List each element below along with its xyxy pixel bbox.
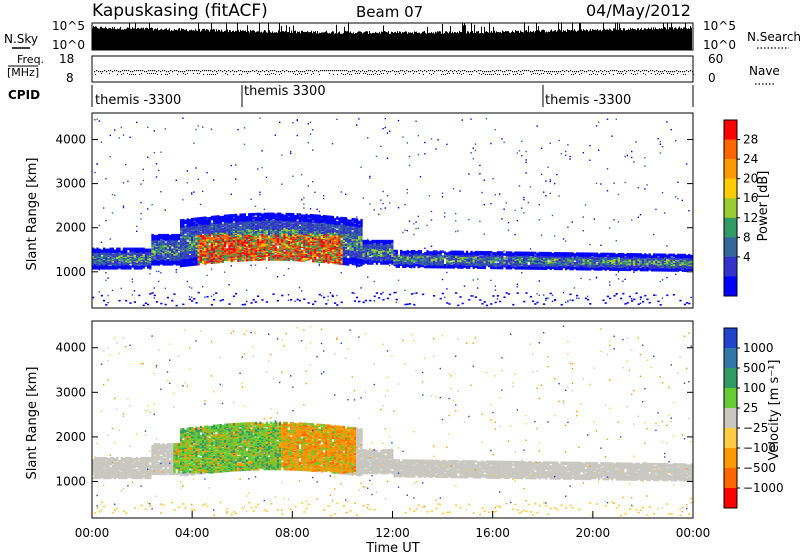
power-colorbar-tick-5: 8 [743, 230, 751, 244]
xtick-label-3: 12:00 [375, 526, 410, 540]
power-colorbar: 28 24 20 16 12 8 4 [723, 119, 758, 297]
power-colorbar-bin-2 [724, 159, 737, 179]
velocity-colorbar-tick-3: 25 [743, 401, 758, 415]
freq-label-line1: Freq. [17, 53, 44, 66]
nsky-tick-top: 10^5 [52, 19, 85, 33]
velocity-colorbar-bin-1 [724, 348, 737, 369]
cpid-segment-3: themis -3300 [545, 93, 631, 108]
velocity-colorbar-tick-6: −500 [743, 461, 776, 475]
nsky-tick-bottom: 10^0 [52, 38, 85, 52]
power-colorbar-bin-0 [724, 120, 737, 140]
xtick-label-6: 00:00 [676, 526, 711, 540]
velocity-colorbar-bin-4 [724, 408, 737, 429]
velocity-colorbar-bin-7 [724, 468, 737, 489]
station-title: Kapuskasing (fitACF) [92, 1, 268, 21]
power-colorbar-tick-3: 16 [743, 191, 758, 205]
power-heatmap [92, 117, 693, 307]
freq-tick-bottom: 8 [66, 71, 74, 85]
power-colorbar-tick-6: 4 [743, 250, 751, 264]
nsky-tick-top-right: 10^5 [703, 19, 736, 33]
velocity-colorbar-tick-0: 1000 [743, 341, 774, 355]
cpid-segment-2: themis 3300 [244, 84, 326, 99]
velocity-colorbar-bin-3 [724, 388, 737, 409]
power-ylabel: Slant Range [km] [25, 158, 40, 271]
velocity-ytick-label-4000: 4000 [55, 341, 86, 355]
power-colorbar-bin-4 [724, 198, 737, 219]
power-ytick-label-3000: 3000 [55, 177, 86, 191]
power-colorbar-tick-4: 12 [743, 211, 758, 225]
velocity-colorbar-label: Velocity [m s⁻¹] [767, 360, 782, 461]
power-colorbar-bin-8 [724, 276, 737, 297]
power-colorbar-bin-6 [724, 237, 737, 258]
freq-panel: Freq. [MHz] 18 8 60 0 Nave [7, 52, 780, 85]
power-ytick-label-2000: 2000 [55, 221, 86, 235]
velocity-colorbar-tick-5: −100 [743, 441, 776, 455]
velocity-ytick-label-3000: 3000 [55, 385, 86, 399]
velocity-colorbar-bin-2 [724, 368, 737, 389]
power-colorbar-bin-7 [724, 256, 737, 277]
nave-tick-top: 60 [708, 52, 723, 66]
cpid-segment-1: themis -3300 [95, 93, 181, 108]
velocity-colorbar-bin-0 [724, 328, 737, 349]
freq-label-line2: [MHz] [7, 66, 39, 79]
velocity-colorbar: 1000 500 100 25 −25 −100 −500 −1000 [723, 327, 784, 509]
xtick-label-1: 04:00 [175, 526, 210, 540]
velocity-ylabel: Slant Range [km] [25, 367, 40, 480]
freq-tick-top: 18 [59, 52, 74, 66]
velocity-colorbar-tick-7: −1000 [743, 481, 784, 495]
xtick-label-5: 20:00 [576, 526, 611, 540]
velocity-colorbar-bin-5 [724, 428, 737, 449]
power-colorbar-tick-2: 20 [743, 172, 758, 186]
velocity-colorbar-bin-6 [724, 448, 737, 469]
velocity-colorbar-bin-8 [724, 488, 737, 509]
velocity-colorbar-tick-1: 500 [743, 361, 766, 375]
cpid-label: CPID [8, 88, 40, 102]
power-ytick-label-4000: 4000 [55, 132, 86, 146]
power-colorbar-tick-1: 24 [743, 152, 758, 166]
velocity-ytick-label-1000: 1000 [55, 474, 86, 488]
power-colorbar-bin-1 [724, 139, 737, 160]
power-colorbar-tick-0: 28 [743, 133, 758, 147]
power-panel: 1000 2000 3000 4000 Slant Range [km] 28 24 20… [25, 112, 771, 309]
power-colorbar-label: Power [dB] [756, 171, 771, 242]
velocity-colorbar-tick-4: −25 [743, 421, 768, 435]
date-title: 04/May/2012 [586, 1, 691, 20]
nsearch-label: N.Search [747, 30, 800, 44]
nave-label: Nave [749, 64, 780, 78]
nsky-panel: N.Sky 10^5 10^0 10^5 10^0 N.Search [4, 19, 800, 52]
power-colorbar-bin-5 [724, 217, 737, 238]
nsky-label: N.Sky [4, 32, 38, 46]
xtick-label-0: 00:00 [75, 526, 110, 540]
velocity-heatmap [92, 325, 693, 517]
beam-title: Beam 07 [356, 3, 423, 21]
power-ytick-label-1000: 1000 [55, 265, 86, 279]
velocity-colorbar-tick-2: 100 [743, 381, 766, 395]
cpid-panel: CPID themis -3300 themis 3300 themis -33… [8, 84, 694, 108]
time-ut-label: Time UT [365, 541, 419, 554]
xtick-label-2: 08:00 [275, 526, 310, 540]
velocity-ytick-label-2000: 2000 [55, 430, 86, 444]
nsky-tick-bottom-right: 10^0 [703, 38, 736, 52]
nave-tick-bottom: 0 [708, 71, 716, 85]
power-colorbar-bin-3 [724, 178, 737, 199]
velocity-panel: 1000 2000 3000 4000 00:00 04:00 08:00 12:00 16:… [25, 320, 784, 554]
xtick-label-4: 16:00 [475, 526, 510, 540]
